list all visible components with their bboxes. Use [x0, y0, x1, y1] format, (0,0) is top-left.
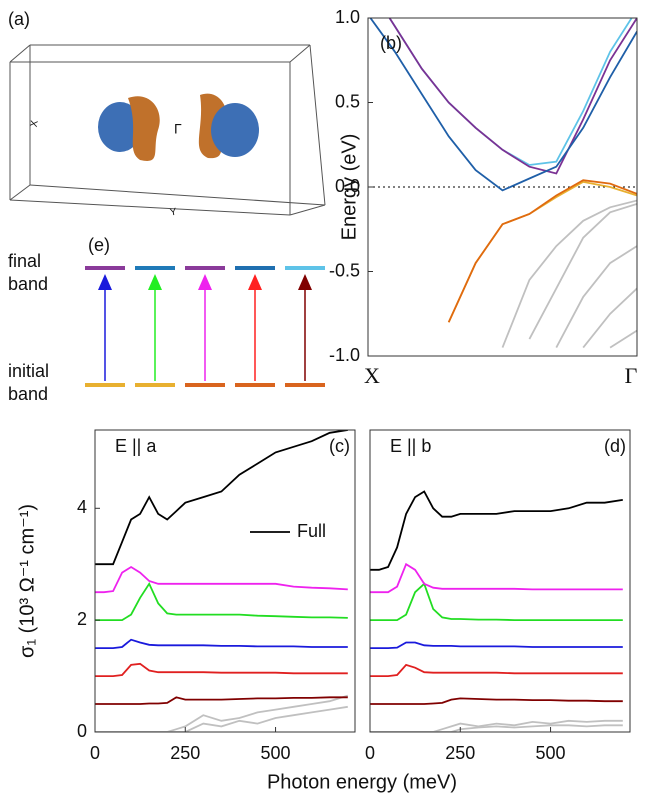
plot-area [369, 18, 637, 349]
axis-label: X [29, 119, 41, 128]
y-tick-label: 4 [77, 497, 87, 517]
transitions-panel: (e) final band initial band [8, 235, 325, 404]
y-axis-title: σ₁ (10³ Ω⁻¹ cm⁻¹) [16, 504, 38, 658]
series-line [95, 694, 349, 732]
axis-label: Y [169, 207, 178, 219]
plot-area [370, 490, 623, 732]
series-line [369, 18, 637, 192]
series-line [95, 581, 348, 621]
x-tick-label: 0 [365, 743, 375, 763]
x-tick-label: 0 [90, 743, 100, 763]
plot-frame [369, 429, 631, 733]
y-tick-label: 0.5 [335, 91, 360, 111]
series-line [95, 430, 348, 566]
annotation: E || b [390, 436, 431, 456]
y-tick-label: -1.0 [329, 345, 360, 365]
series-line [95, 565, 348, 594]
series-line [388, 18, 633, 166]
x-tick-label: 500 [261, 743, 291, 763]
series-line [501, 199, 637, 348]
series-line [95, 638, 348, 649]
series-line [95, 696, 348, 705]
series-line [95, 705, 348, 732]
plot-frame [94, 429, 356, 733]
fermi-pocket [98, 102, 142, 152]
y-tick-label: 2 [77, 609, 87, 629]
y-tick-label: 1.0 [335, 7, 360, 27]
x-tick-label: 500 [536, 743, 566, 763]
series-line [95, 662, 348, 677]
band-label: band [8, 274, 48, 294]
panel-label: (e) [88, 235, 110, 255]
fermi-pocket [211, 103, 259, 157]
panel-label: (a) [8, 9, 30, 29]
gamma-label: Γ [174, 121, 182, 137]
annotation: E || a [115, 436, 157, 456]
series-line [370, 719, 623, 732]
series-line [555, 245, 637, 349]
series-line [582, 287, 637, 349]
x-tick-label: Γ [625, 363, 638, 388]
x-tick-label: X [364, 363, 380, 388]
legend-label: Full [297, 521, 326, 541]
series-line [528, 203, 637, 340]
series-line [447, 180, 637, 323]
plot-area [95, 430, 349, 732]
y-tick-label: 0 [77, 721, 87, 741]
panel-label: (c) [329, 436, 350, 456]
series-line [447, 179, 637, 323]
x-tick-label: 250 [445, 743, 475, 763]
fermi-pocket [128, 96, 160, 161]
series-line [370, 490, 623, 571]
band-label: band [8, 384, 48, 404]
series-line [370, 562, 623, 594]
series-line [370, 697, 623, 705]
y-axis-title: Energy (eV) [338, 134, 360, 241]
y-tick-label: 0.0 [335, 176, 360, 196]
x-tick-label: 250 [170, 743, 200, 763]
panel-label: (b) [380, 33, 402, 53]
series-line [370, 641, 623, 649]
series-line [388, 18, 637, 175]
y-tick-label: -0.5 [329, 260, 360, 280]
band-label: final [8, 251, 41, 271]
series-line [370, 663, 623, 677]
panel-label: (d) [604, 436, 626, 456]
band-label: initial [8, 361, 49, 381]
series-line [370, 582, 623, 621]
x-axis-title: Photon energy (meV) [267, 771, 457, 793]
series-line [609, 329, 637, 349]
fermi-surface-panel: (a) Γ X Y [8, 9, 326, 219]
series-line [370, 724, 623, 732]
